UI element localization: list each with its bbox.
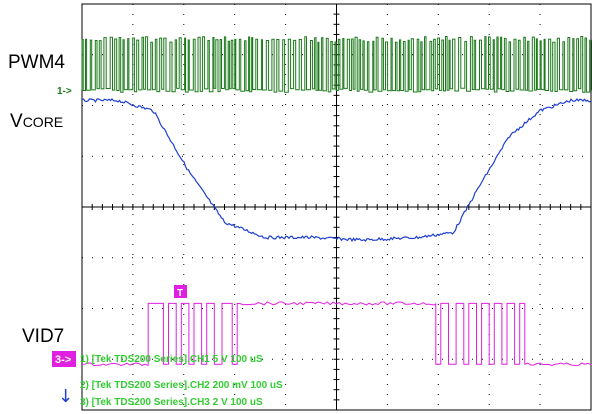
ch3-ground-marker: 3-> [55, 354, 71, 366]
pwm4-label: PWM4 [8, 52, 65, 73]
trace-vid7 [81, 301, 592, 367]
trace-pwm4 [81, 36, 592, 93]
traces [81, 36, 592, 367]
vcore-label-main: V [10, 111, 23, 132]
trace-vcore [81, 98, 591, 243]
vcore-label-sub: CORE [23, 114, 63, 130]
grid [81, 3, 592, 411]
channel-info-2: 2) [Tek TDS200 Series].CH2 200 mV 100 uS [80, 380, 283, 391]
trigger-marker: T [177, 288, 183, 299]
ch3-marker-bg [52, 351, 76, 367]
channel-info-3: 3) [Tek TDS200 Series].CH3 2 V 100 uS [80, 397, 263, 408]
vid7-label: VID7 [22, 326, 64, 347]
trigger-marker-bg [174, 285, 187, 298]
channel-info-1: 1) [Tek TDS200 Series].CH1 5 V 100 uS [80, 354, 263, 365]
arrow-down-icon: ↓ [58, 386, 73, 407]
ch1-ground-marker: 1-> [57, 86, 72, 97]
vcore-label: VCORE [10, 111, 63, 132]
